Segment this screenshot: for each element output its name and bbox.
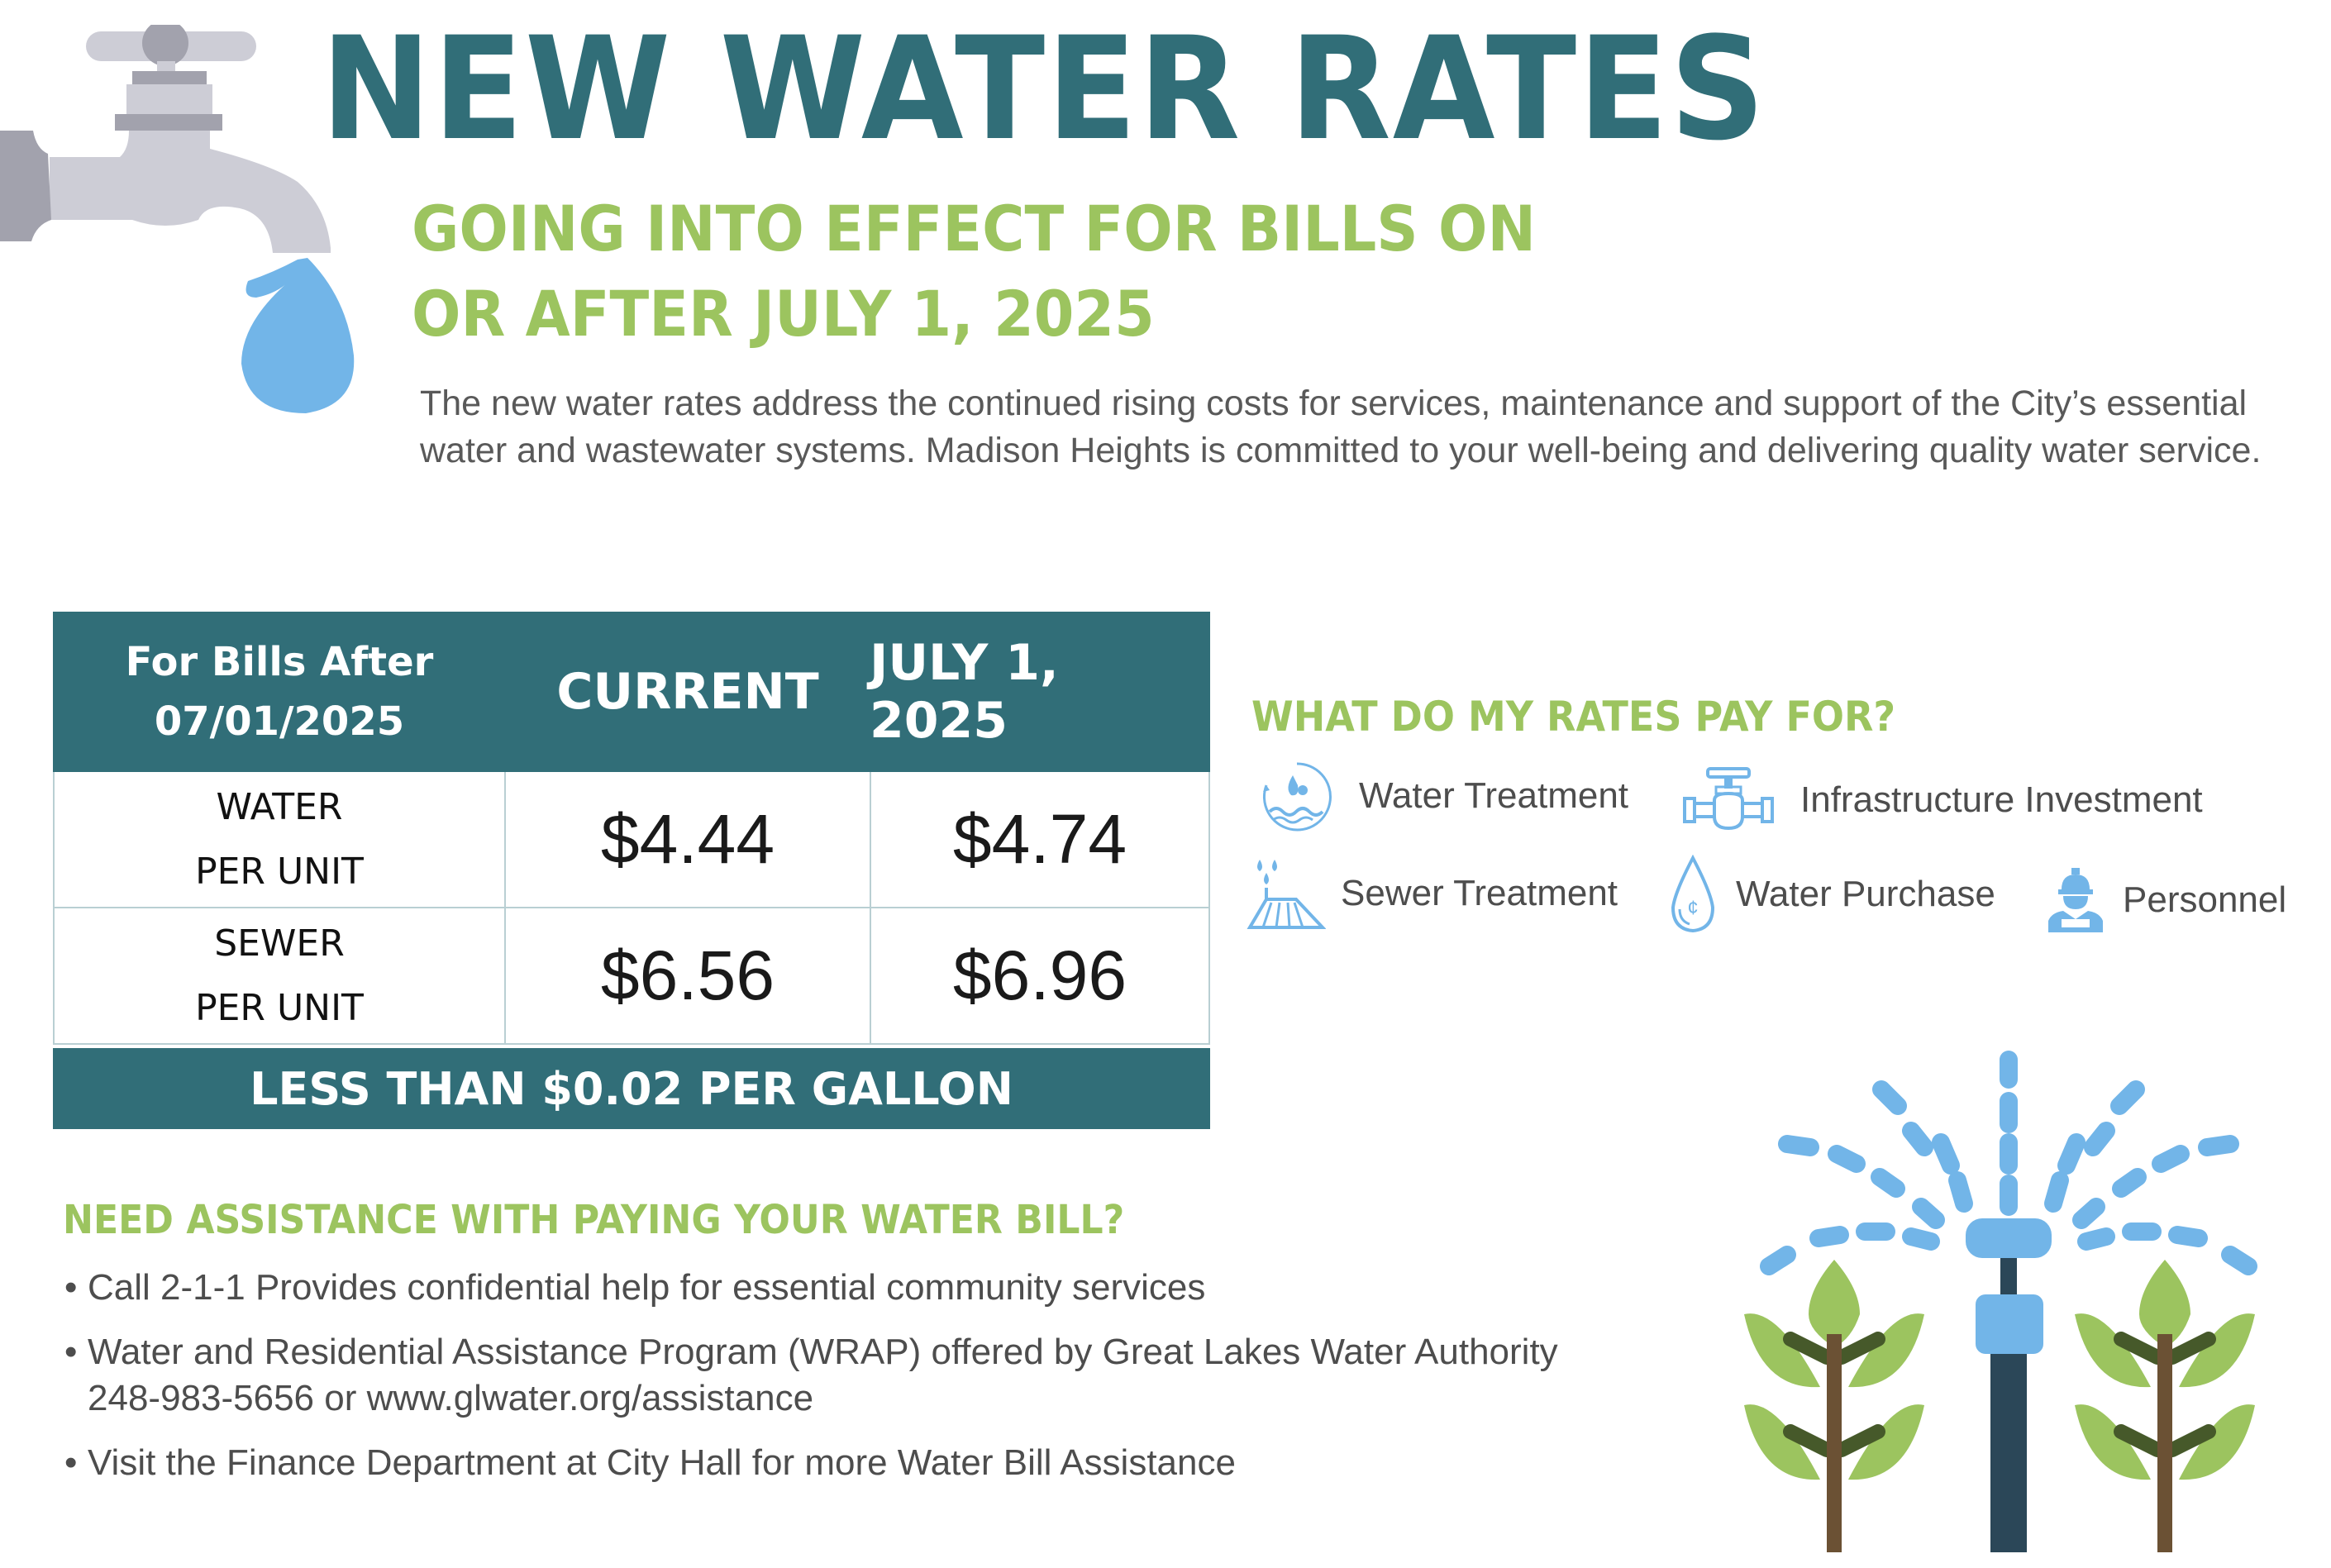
current-rate: $4.44 [506, 772, 871, 907]
list-item: • Call 2-1-1 Provides confidential help … [64, 1265, 1718, 1311]
current-rate: $6.56 [506, 908, 871, 1043]
pays-for-heading: WHAT DO MY RATES PAY FOR? [1251, 693, 1896, 741]
row-label-line2: PER UNIT [195, 850, 364, 893]
pays-for-item-water-purchase: ¢ Water Purchase [1666, 855, 1995, 934]
row-label-line1: WATER [216, 785, 343, 828]
row-label-line1: SEWER [214, 922, 345, 965]
new-rate: $6.96 [952, 937, 1127, 1014]
list-item-text: Call 2-1-1 Provides confidential help fo… [88, 1267, 1206, 1308]
pays-for-label: Water Purchase [1736, 874, 1995, 914]
row-label: WATER PER UNIT [55, 772, 506, 907]
svg-text:¢: ¢ [1687, 897, 1698, 919]
pays-for-label: Sewer Treatment [1341, 873, 1618, 913]
list-item: • Water and Residential Assistance Progr… [64, 1329, 1718, 1422]
pays-for-item-sewer-treatment: Sewer Treatment [1247, 856, 1618, 931]
intro-paragraph: The new water rates address the continue… [420, 384, 2262, 470]
water-treatment-icon [1262, 762, 1332, 832]
table-row-sewer: SEWER PER UNIT $6.56 $6.96 [53, 908, 1210, 1045]
header-bills-after: For Bills After 07/01/2025 [53, 612, 506, 772]
list-item-text: Visit the Finance Department at City Hal… [88, 1442, 1236, 1483]
page-title: NEW WATER RATES [321, 6, 1767, 172]
sewer-treatment-icon [1247, 860, 1326, 929]
row-label: SEWER PER UNIT [55, 908, 506, 1043]
subtitle-line-2: OR AFTER JULY 1, 2025 [412, 277, 1155, 350]
pays-for-label: Personnel [2123, 879, 2287, 920]
assistance-list: • Call 2-1-1 Provides confidential help … [64, 1265, 1718, 1504]
table-row-water: WATER PER UNIT $4.44 $4.74 [53, 772, 1210, 908]
pays-for-item-water-treatment: Water Treatment [1260, 760, 1628, 832]
sprinkler-plants-icon [1744, 1051, 2257, 1552]
per-gallon-banner: LESS THAN $0.02 PER GALLON [53, 1048, 1210, 1129]
list-item-text: Water and Residential Assistance Program… [88, 1332, 1558, 1372]
bullet: • [64, 1332, 78, 1372]
bullet: • [64, 1442, 78, 1483]
header-bills-after-line1: For Bills After [125, 639, 434, 685]
effective-date-subtitle: GOING INTO EFFECT FOR BILLS ON OR AFTER … [412, 186, 1536, 356]
header-bills-after-line2: 07/01/2025 [154, 698, 405, 745]
valve-pipe-icon [1683, 767, 1774, 831]
bullet: • [64, 1267, 78, 1308]
faucet-icon [0, 25, 355, 413]
wrap-contact-link[interactable]: 248-983-5656 or www.glwater.org/assistan… [88, 1378, 814, 1418]
water-drop-cent-icon: ¢ [1671, 855, 1715, 933]
subtitle-line-1: GOING INTO EFFECT FOR BILLS ON [412, 192, 1536, 265]
pays-for-label: Water Treatment [1359, 775, 1629, 816]
rate-table: For Bills After 07/01/2025 CURRENT JULY … [53, 612, 1210, 1129]
new-rate: $4.74 [952, 800, 1127, 878]
pays-for-item-personnel: Personnel [2045, 866, 2286, 934]
rate-table-header: For Bills After 07/01/2025 CURRENT JULY … [53, 612, 1210, 772]
header-july-2025: JULY 1, 2025 [870, 634, 1059, 750]
assistance-heading: NEED ASSISTANCE WITH PAYING YOUR WATER B… [63, 1197, 1125, 1243]
pays-for-item-infrastructure: Infrastructure Investment [1683, 767, 2203, 833]
pays-for-label: Infrastructure Investment [1800, 779, 2203, 820]
list-item: • Visit the Finance Department at City H… [64, 1440, 1718, 1486]
worker-hardhat-icon [2048, 868, 2103, 932]
header-current: CURRENT [556, 663, 819, 721]
row-label-line2: PER UNIT [195, 986, 364, 1029]
